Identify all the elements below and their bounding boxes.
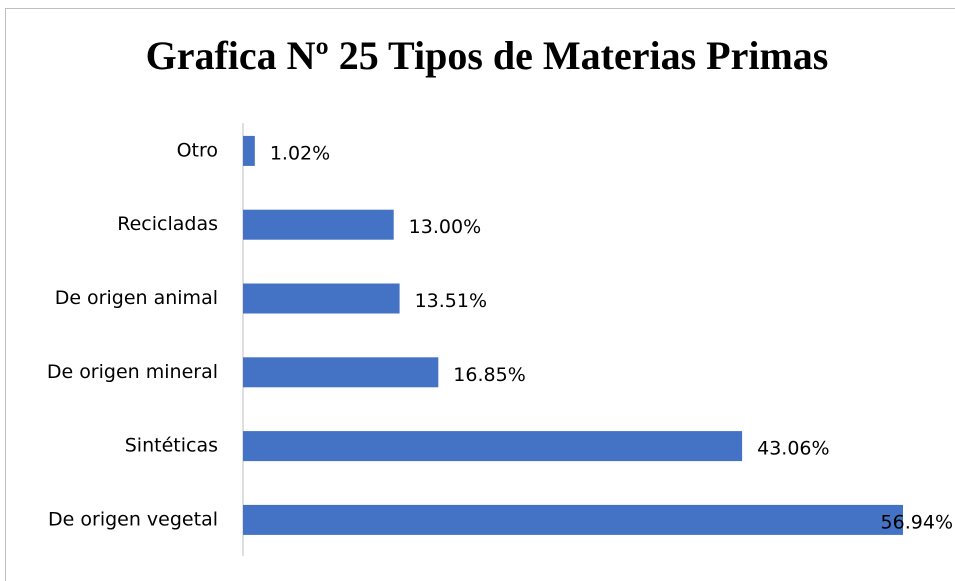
data-label: 16.85% <box>453 364 525 386</box>
bar <box>243 283 400 314</box>
data-label: 13.51% <box>415 290 487 312</box>
data-label: 13.00% <box>409 216 481 238</box>
category-label: De origen animal <box>55 287 218 309</box>
bar <box>243 357 439 388</box>
category-label: Recicladas <box>117 213 218 235</box>
chart-title: Grafica Nº 25 Tipos de Materias Primas <box>146 33 829 78</box>
data-label: 56.94% <box>881 511 953 533</box>
bar <box>243 504 903 535</box>
bar <box>243 431 743 462</box>
category-label: Otro <box>177 139 218 161</box>
data-label: 1.02% <box>270 142 330 164</box>
data-label: 43.06% <box>757 438 829 460</box>
category-label: De origen mineral <box>47 361 218 383</box>
category-label: De origen vegetal <box>48 508 218 530</box>
category-label: Sintéticas <box>125 435 218 457</box>
chart-border <box>5 8 955 581</box>
bar <box>243 209 394 240</box>
bar <box>243 135 255 166</box>
